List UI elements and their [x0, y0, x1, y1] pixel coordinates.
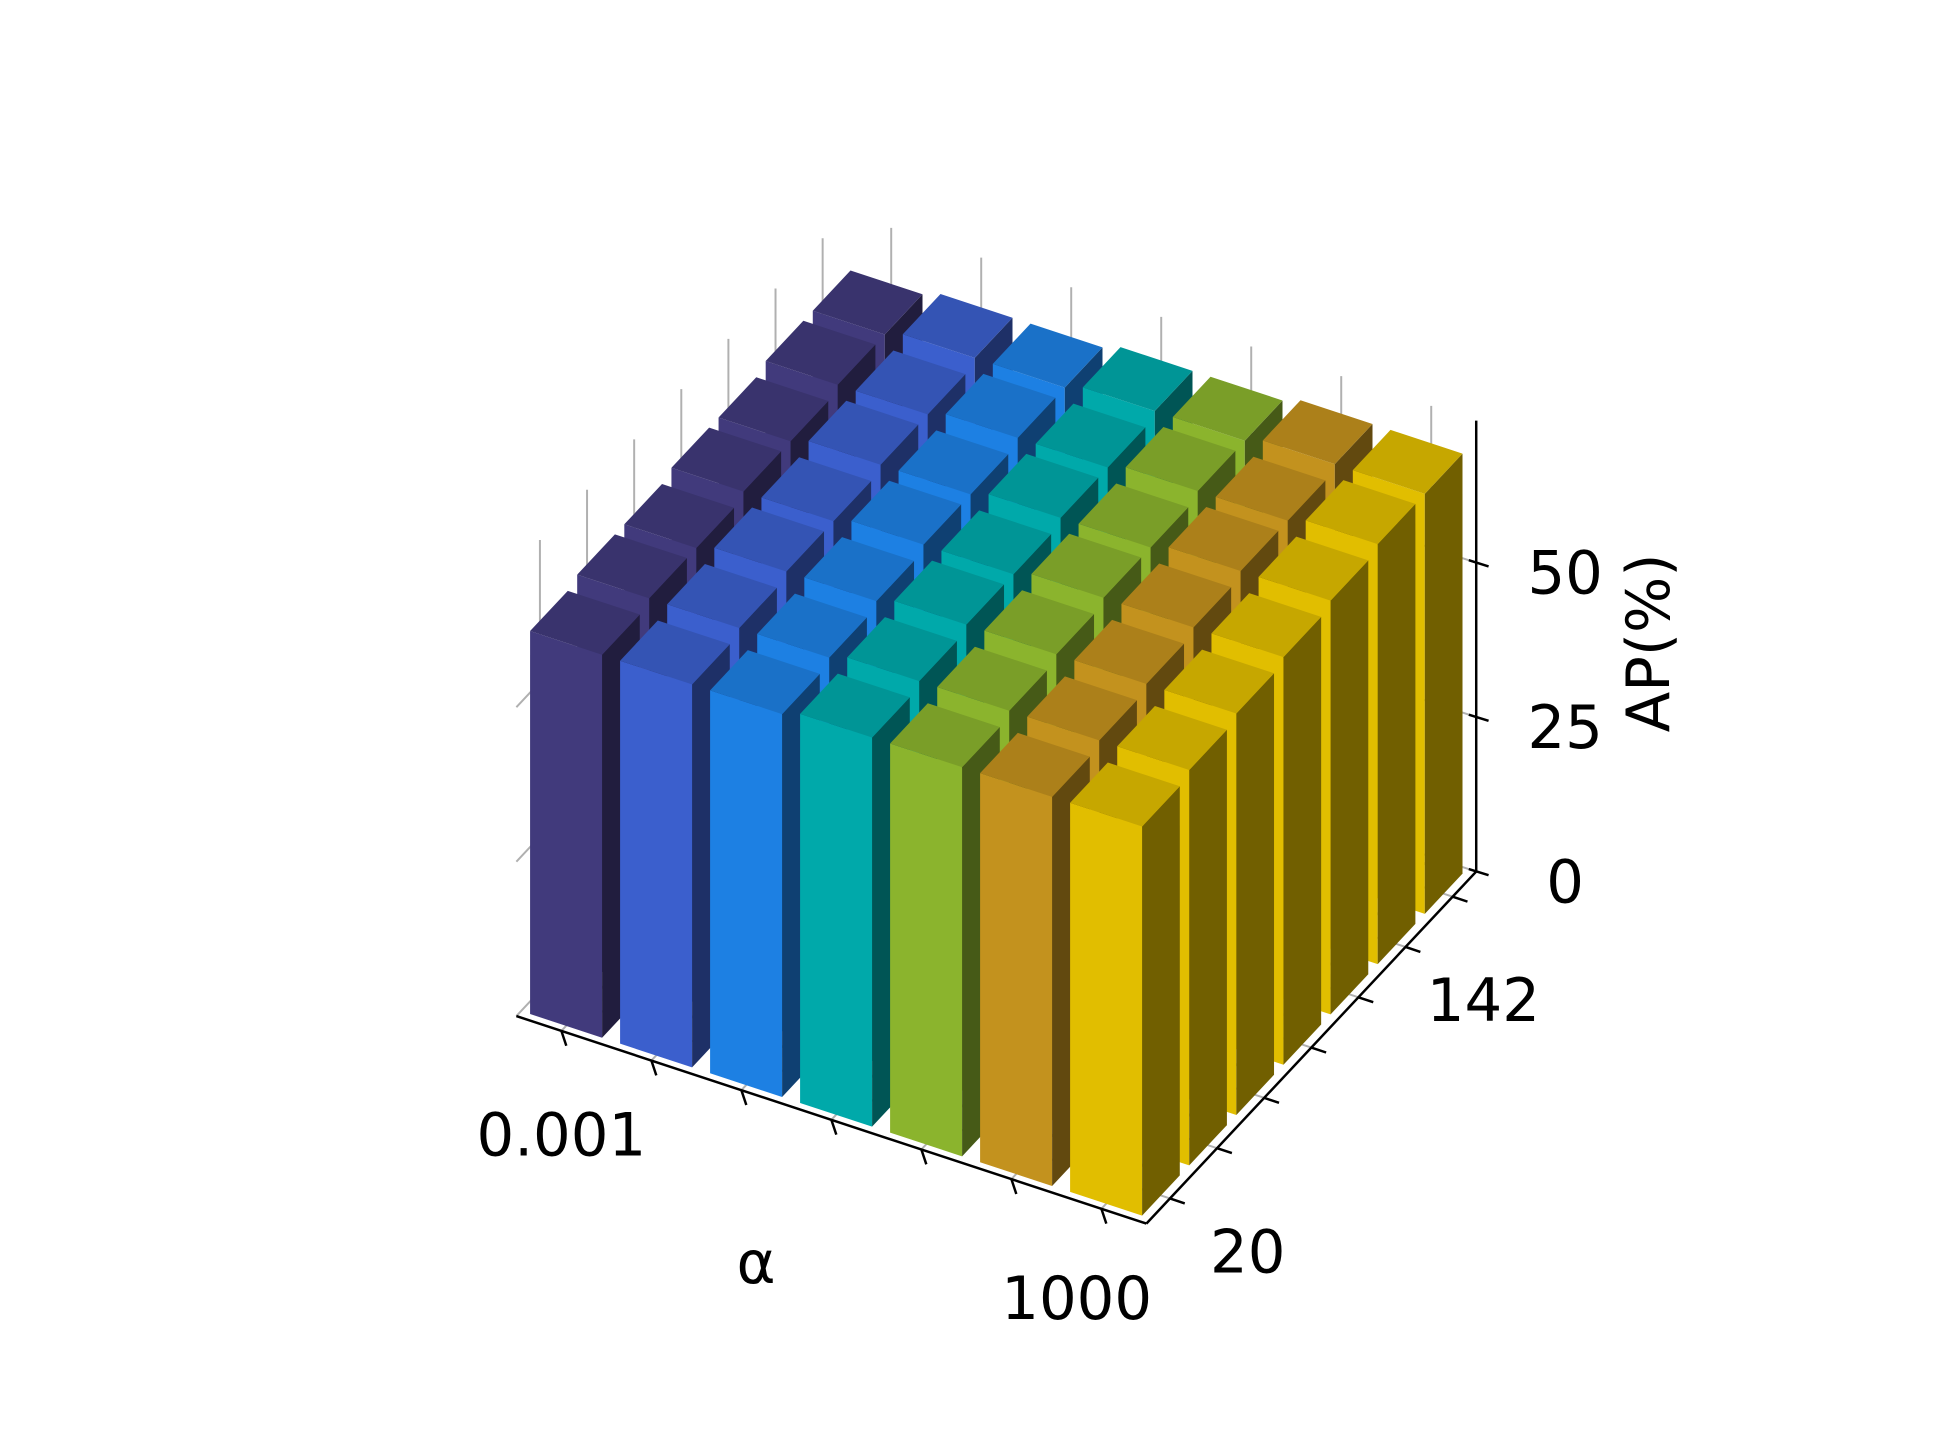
bar-front — [710, 690, 783, 1098]
bar-side — [1377, 503, 1416, 965]
y-tick — [1216, 1146, 1233, 1155]
bar-top — [1070, 762, 1180, 827]
z-tick — [1468, 867, 1489, 877]
bar-top — [1117, 706, 1227, 771]
bar-top — [851, 480, 962, 545]
y-tick — [1358, 996, 1374, 1004]
bar-top — [937, 646, 1047, 711]
x-axis-label: α — [736, 1228, 775, 1297]
bar-front — [800, 713, 873, 1127]
bar-top — [945, 373, 1056, 438]
bar-top — [980, 732, 1090, 797]
z-tick-label: 50 — [1527, 539, 1602, 608]
bar-top — [800, 673, 910, 738]
bar-top — [812, 270, 923, 335]
bar-side — [1283, 616, 1322, 1065]
bar-side — [1189, 729, 1227, 1166]
x-tick — [650, 1060, 658, 1076]
x-tick — [830, 1119, 838, 1136]
z-tick — [1468, 559, 1489, 568]
y-tick — [1310, 1046, 1327, 1054]
bar-side — [1236, 673, 1275, 1116]
bar-top — [1305, 480, 1416, 545]
x-tick-label: 0.001 — [477, 1101, 647, 1170]
y-tick-label: 142 — [1427, 966, 1540, 1035]
bar-top — [898, 430, 1009, 495]
bar-top — [1211, 593, 1322, 658]
x-tick-label: 1000 — [1001, 1264, 1152, 1333]
bar-top — [761, 457, 872, 522]
bar-top — [894, 560, 1005, 625]
z-tick-label: 0 — [1546, 847, 1584, 916]
bar-top — [1082, 347, 1193, 412]
bar-top — [890, 703, 1000, 768]
y-tick — [1452, 895, 1468, 903]
bar-side — [1424, 453, 1463, 914]
bar-top — [1352, 429, 1463, 494]
bar-side — [1142, 786, 1180, 1216]
bar-top — [577, 534, 687, 599]
bar-top — [1125, 427, 1236, 491]
y-tick — [1169, 1197, 1186, 1205]
bar — [1070, 762, 1180, 1216]
bar-top — [1031, 533, 1142, 598]
bar-top — [718, 377, 829, 442]
y-tick — [1263, 1096, 1280, 1104]
bar-top — [1164, 649, 1275, 714]
bar-top — [757, 593, 867, 658]
bar-top — [988, 453, 1099, 518]
bar-top — [671, 427, 782, 492]
bar-top — [808, 400, 919, 465]
z-tick — [1468, 713, 1489, 723]
bar-top — [992, 323, 1103, 388]
x-tick — [920, 1149, 928, 1165]
bar-top — [710, 650, 820, 715]
bar-top — [941, 510, 1052, 575]
bar-top — [530, 590, 640, 655]
bar-top — [1262, 400, 1373, 465]
z-axis-label: AP(%) — [1614, 554, 1683, 733]
x-tick — [1100, 1208, 1108, 1224]
bar-top — [1027, 676, 1137, 741]
bar-front — [620, 660, 693, 1068]
y-tick-label: 20 — [1210, 1218, 1285, 1287]
bar-top — [667, 563, 777, 628]
bar-front — [530, 631, 603, 1038]
y-tick — [1405, 945, 1421, 954]
bar-top — [902, 293, 1013, 358]
x-tick — [740, 1089, 748, 1106]
bar-top — [1074, 619, 1185, 684]
bar-front — [890, 743, 963, 1157]
bar-top — [804, 537, 915, 602]
bar-top — [1258, 536, 1369, 601]
x-tick — [1010, 1178, 1018, 1195]
bar-top — [1215, 456, 1326, 521]
bar-front — [1070, 802, 1143, 1216]
bar-top — [855, 350, 966, 415]
bar-top — [984, 590, 1095, 655]
bar-top — [1172, 376, 1283, 441]
z-tick-label: 25 — [1527, 693, 1602, 762]
bar-top — [765, 320, 876, 385]
bar-top — [1035, 403, 1146, 468]
bar-top — [714, 507, 825, 572]
bar-side — [1330, 560, 1369, 1015]
bar-top — [1168, 506, 1279, 571]
bar-top — [620, 620, 730, 685]
bar-top — [1121, 563, 1232, 628]
bar-front — [980, 773, 1053, 1186]
bar-top — [847, 617, 957, 682]
bar-top — [1078, 483, 1189, 548]
x-tick — [560, 1030, 568, 1047]
bar-top — [624, 484, 735, 549]
